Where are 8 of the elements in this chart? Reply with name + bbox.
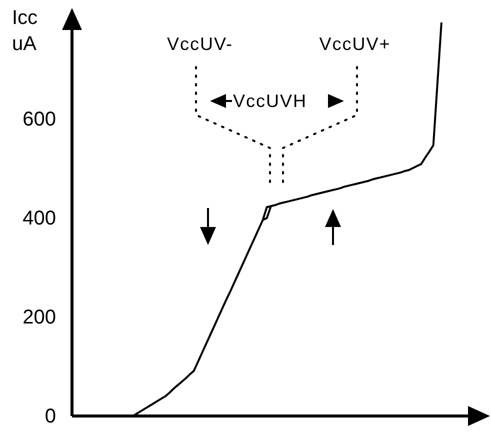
annotation: VccUV-: [166, 34, 234, 54]
y-tick-label: 600: [22, 108, 56, 130]
annotation: VccUVH: [232, 91, 308, 111]
y-tick-label: 200: [22, 306, 56, 328]
y-tick-label: 400: [22, 207, 56, 230]
y-axis-title: Icc uA: [12, 7, 38, 55]
y-tick-label: 0: [44, 405, 56, 428]
annotation: VccUV+: [319, 34, 391, 54]
